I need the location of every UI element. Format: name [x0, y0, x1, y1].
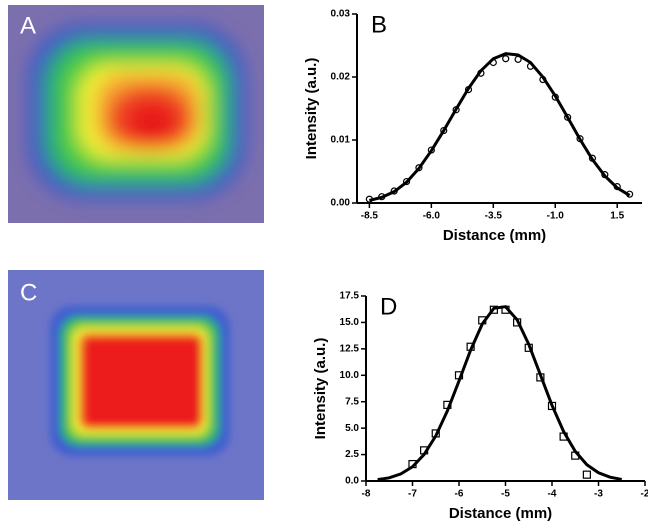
x-tick-label: -5 — [501, 489, 510, 500]
y-tick-label: 10.0 — [340, 370, 360, 381]
y-tick-label: 17.5 — [340, 291, 360, 302]
data-point — [415, 164, 423, 172]
data-point — [571, 451, 580, 460]
x-tick-label: -3.5 — [485, 211, 503, 222]
data-point — [539, 75, 547, 84]
data-point — [402, 177, 411, 186]
data-point — [526, 62, 535, 70]
y-tick-label: 5.0 — [345, 423, 359, 434]
data-point — [588, 154, 597, 162]
panel-label: B — [371, 11, 387, 38]
y-tick-label: 0.03 — [331, 9, 351, 20]
data-point — [576, 135, 584, 143]
data-point — [626, 190, 634, 198]
data-point — [513, 318, 522, 327]
x-tick-label: -6.0 — [423, 211, 441, 222]
data-point — [420, 446, 429, 455]
heatmap-a: A — [8, 5, 264, 223]
y-tick-label: 0.01 — [331, 135, 351, 146]
data-point — [489, 58, 497, 67]
x-axis-title: Distance (mm) — [443, 227, 546, 244]
data-point — [489, 305, 498, 314]
data-point — [601, 171, 609, 179]
data-point — [477, 69, 485, 77]
data-point — [408, 459, 417, 469]
y-tick-label: 7.5 — [345, 396, 359, 407]
data-point — [536, 373, 545, 382]
panel-label: A — [20, 12, 36, 39]
y-tick-label: 0.02 — [331, 72, 351, 83]
y-tick-label: 15.0 — [340, 317, 360, 328]
data-point — [443, 400, 452, 409]
panel-label: C — [20, 279, 37, 306]
x-tick-label: -4 — [548, 489, 557, 500]
data-point — [524, 343, 533, 352]
data-point — [427, 146, 435, 154]
y-tick-label: 12.5 — [340, 343, 360, 354]
data-point — [478, 316, 487, 325]
y-tick-label: 0.0 — [345, 476, 359, 487]
heatmap-c: C — [8, 270, 264, 500]
data-point — [431, 429, 440, 438]
y-tick-label: 2.5 — [345, 449, 359, 460]
data-point — [464, 85, 473, 94]
x-tick-label: 1.5 — [610, 211, 624, 222]
data-point — [466, 342, 475, 351]
x-tick-label: -6 — [455, 489, 464, 500]
data-point — [551, 93, 559, 101]
x-tick-label: -7 — [408, 489, 417, 500]
y-axis-title: Intensity (a.u.) — [303, 58, 320, 160]
data-point — [582, 470, 591, 479]
data-point — [452, 106, 460, 114]
data-point — [564, 113, 572, 121]
x-axis-title: Distance (mm) — [449, 505, 552, 522]
x-tick-label: -8.5 — [361, 211, 379, 222]
y-axis-title: Intensity (a.u.) — [312, 338, 329, 440]
data-point — [440, 126, 448, 135]
data-point — [454, 371, 464, 380]
data-point — [613, 183, 621, 191]
data-point — [390, 187, 398, 195]
data-point — [547, 401, 557, 411]
fit-curve — [377, 305, 623, 482]
fit-curve — [369, 52, 631, 202]
panel-label: D — [380, 293, 397, 320]
x-tick-label: -3 — [594, 489, 603, 500]
data-point — [559, 432, 568, 441]
x-tick-label: -8 — [362, 489, 371, 500]
data-point — [378, 193, 386, 201]
data-point — [502, 55, 510, 63]
y-tick-label: 0.00 — [331, 198, 351, 209]
data-point — [365, 195, 373, 203]
x-tick-label: -2 — [641, 489, 648, 500]
data-point — [501, 305, 510, 314]
x-tick-label: -1.0 — [547, 211, 565, 222]
data-point — [514, 55, 522, 63]
